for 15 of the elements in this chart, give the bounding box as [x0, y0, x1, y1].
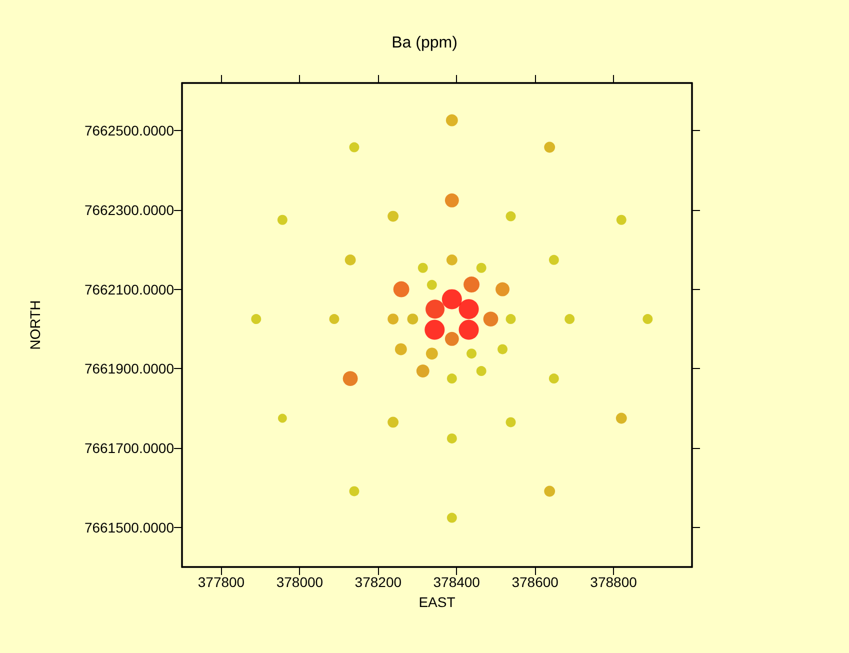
x-tick-label: 378800 — [590, 574, 638, 590]
y-tick-label: 7661700.0000 — [84, 440, 174, 456]
y-tick-label: 7662300.0000 — [84, 202, 174, 218]
x-tick-label: 378600 — [512, 574, 559, 590]
x-tick-label: 378400 — [433, 574, 480, 590]
y-tick-label: 7661900.0000 — [84, 360, 174, 377]
y-tick-label: 7662100.0000 — [84, 281, 174, 298]
x-axis-title: EAST — [418, 594, 456, 610]
x-tick-label: 378200 — [354, 574, 402, 590]
chart-title: Ba (ppm) — [392, 34, 458, 52]
x-tick-label: 378000 — [276, 574, 324, 590]
x-tick-label: 377800 — [198, 574, 245, 590]
y-tick-label: 7662500.0000 — [84, 122, 174, 139]
y-tick-label: 7661500.0000 — [84, 519, 174, 536]
y-axis-title: NORTH — [27, 300, 43, 350]
